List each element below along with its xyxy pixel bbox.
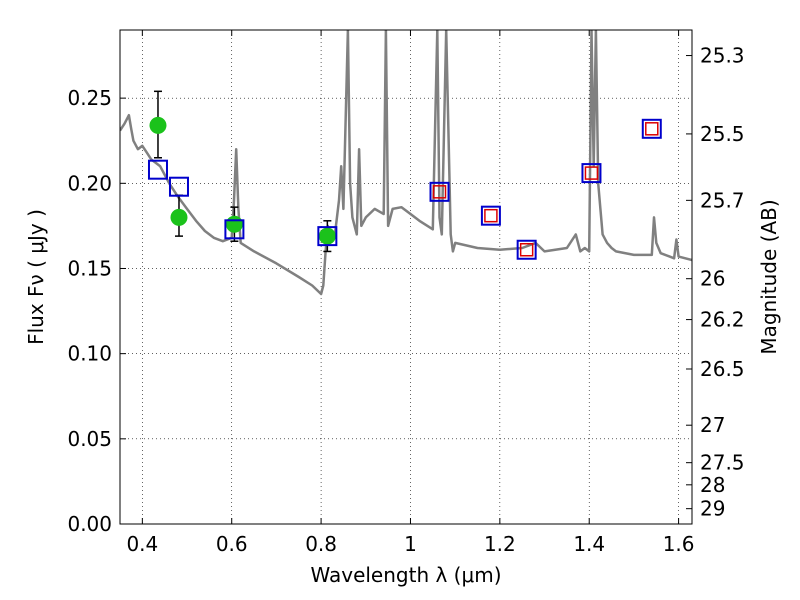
x-tick-label: 0.8 (305, 532, 337, 556)
model-point-inner (484, 208, 498, 223)
plot-series (120, 30, 692, 296)
y-axis-label: Flux Fν ( μJy ) (24, 209, 48, 345)
y2-tick-label: 29 (700, 497, 725, 521)
y2-tick-label: 26 (700, 267, 725, 291)
observed-point (225, 215, 243, 233)
plot-frame (119, 29, 693, 525)
y2-tick-label: 26.2 (700, 308, 745, 332)
observed-point (170, 208, 188, 226)
y2-tick-label: 25.7 (700, 188, 745, 212)
y2-tick-label: 26.5 (700, 357, 745, 381)
x-tick-label: 1.2 (484, 532, 516, 556)
plot-area (120, 30, 692, 296)
model-point-inner (432, 185, 447, 199)
y2-axis-label: Magnitude (AB) (757, 199, 781, 354)
model-point-outer (581, 163, 602, 184)
model-point-outer (480, 205, 501, 226)
y-tick-label: 0.00 (67, 512, 112, 536)
model-point-outer (516, 239, 537, 260)
model-point-outer (641, 118, 662, 139)
model-point-outer (224, 219, 245, 240)
grid-lines (120, 30, 692, 525)
y2-tick-label: 27.5 (700, 451, 745, 475)
model-point-outer (168, 176, 189, 197)
y-tick-label: 0.25 (67, 86, 112, 110)
y2-tick-label: 27 (700, 413, 725, 437)
axis-ticks: 0.4 0.6 0.8 1 1.2 1.4 1.6 0.00 0.05 0.10 0.15 0.20 0… (67, 30, 745, 556)
x-tick-label: 1 (404, 532, 417, 556)
y-tick-label: 0.15 (67, 256, 112, 280)
y-tick-label: 0.10 (67, 342, 112, 366)
x-tick-label: 0.6 (216, 532, 248, 556)
x-tick-label: 0.4 (126, 532, 158, 556)
observed-point (149, 116, 167, 134)
model-point-inner (645, 122, 659, 136)
y-tick-label: 0.05 (67, 427, 112, 451)
x-tick-label: 1.4 (573, 532, 605, 556)
model-point-outer (429, 181, 450, 202)
y-tick-label: 0.20 (67, 171, 112, 195)
y2-tick-label: 28 (700, 473, 725, 497)
model-point-inner (519, 242, 534, 257)
observed-point (318, 227, 336, 245)
y2-tick-label: 25.3 (700, 44, 745, 68)
model-point-inner (584, 166, 599, 180)
model-point-outer (147, 159, 168, 180)
y2-tick-label: 25.5 (700, 122, 745, 146)
model-point-outer (317, 226, 338, 247)
x-tick-label: 1.6 (663, 532, 695, 556)
x-axis-label: Wavelength λ (μm) (310, 563, 501, 587)
spectrum-line (120, 30, 692, 296)
